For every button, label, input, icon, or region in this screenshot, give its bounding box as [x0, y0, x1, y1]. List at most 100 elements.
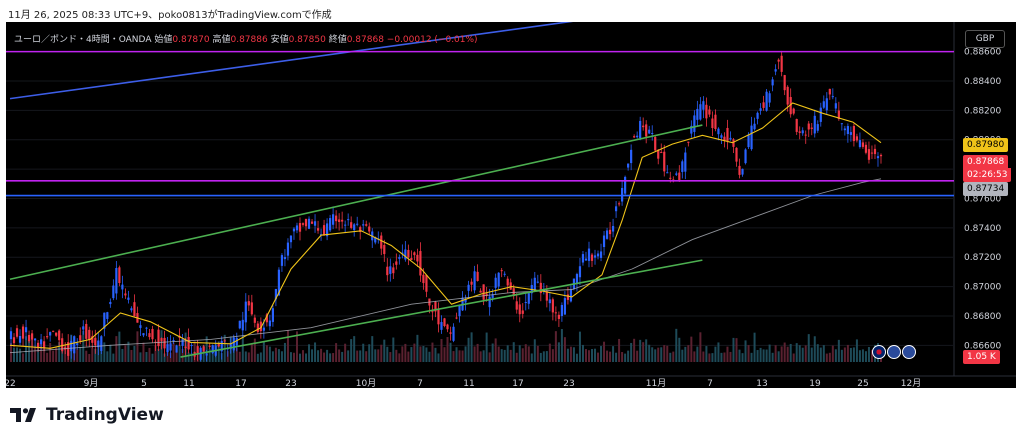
x-tick-label: 25 — [857, 379, 868, 388]
candle-body — [846, 126, 849, 135]
volume-bar — [858, 350, 861, 362]
candle-body — [169, 343, 172, 351]
candle-body — [536, 281, 539, 283]
candle-body — [666, 172, 669, 174]
candle-body — [386, 266, 389, 276]
volume-bar — [386, 346, 389, 362]
candle-body — [52, 330, 55, 332]
green-trend-line — [180, 259, 703, 358]
x-tick-label: 9月 — [84, 378, 99, 388]
volume-bar — [624, 353, 627, 362]
volume-bar — [795, 343, 798, 362]
y-tick-label: 0.87200 — [964, 253, 1001, 263]
candle-body — [864, 144, 868, 153]
y-tick-label: 0.87000 — [964, 283, 1001, 293]
candle-body — [362, 224, 365, 226]
candle-body — [416, 254, 419, 262]
volume-bar — [852, 347, 855, 362]
volume-bar — [428, 351, 431, 362]
candle-body — [301, 223, 305, 225]
volume-bar — [494, 338, 497, 362]
volume-bar — [256, 353, 259, 362]
volume-bar — [121, 348, 124, 362]
volume-bar — [485, 332, 488, 362]
volume-bar — [205, 336, 208, 362]
volume-bar — [434, 347, 437, 362]
candle-body — [223, 340, 226, 342]
candle-body — [322, 225, 326, 235]
candle-body — [467, 284, 470, 291]
candle-body — [533, 277, 536, 291]
volume-bar — [768, 344, 771, 362]
candle-body — [356, 223, 359, 225]
currency-button[interactable]: GBP — [965, 30, 1005, 48]
volume-bar — [621, 352, 624, 362]
volume-bar — [636, 350, 639, 362]
candle-body — [654, 137, 657, 151]
volume-bar — [627, 350, 630, 362]
flag-icons[interactable] — [872, 345, 916, 359]
candle-body — [61, 338, 64, 352]
candle-body — [876, 156, 880, 159]
volume-bar — [175, 345, 178, 362]
volume-bar — [419, 346, 422, 362]
candle-body — [768, 93, 771, 103]
price-chart[interactable]: 0.86600 0.86800 0.87000 0.87200 0.87400 0.876… — [6, 22, 1016, 388]
eu-flag-icon-2[interactable] — [902, 345, 916, 359]
candle-body — [843, 128, 846, 131]
candle-body — [413, 252, 416, 256]
candle-body — [335, 215, 338, 222]
candle-body — [759, 108, 762, 111]
candle-body — [12, 337, 16, 344]
candle-body — [256, 323, 259, 332]
volume-bar — [840, 349, 843, 362]
volume-bar — [798, 345, 801, 362]
uk-flag-icon[interactable] — [872, 345, 886, 359]
yellow-moving-average — [9, 102, 882, 349]
volume-bar — [687, 345, 690, 362]
volume-bar — [383, 339, 386, 362]
volume-bar — [124, 345, 127, 362]
volume-bar — [139, 352, 142, 362]
volume-bar — [190, 353, 193, 362]
candle-body — [265, 314, 268, 323]
x-tick-label: 11 — [463, 379, 474, 388]
volume-bar — [13, 347, 16, 362]
volume-bar — [238, 351, 241, 362]
candle-body — [157, 329, 160, 347]
volume-bar — [374, 349, 377, 362]
candle-body — [696, 108, 699, 120]
volume-bar — [774, 345, 777, 362]
volume-bar — [392, 337, 395, 362]
volume-bar — [265, 345, 268, 362]
candle-body — [325, 223, 329, 237]
volume-bar — [76, 349, 79, 362]
candle-body — [792, 108, 795, 114]
x-tick-label: 19 — [809, 379, 821, 388]
candle-body — [295, 225, 299, 231]
volume-bar — [521, 348, 524, 362]
volume-bar — [16, 347, 19, 362]
volume-bar — [735, 338, 738, 362]
candle-body — [452, 326, 455, 341]
candle-body — [289, 235, 293, 243]
volume-bar — [584, 349, 587, 362]
volume-bar — [241, 335, 244, 362]
candle-body — [705, 104, 708, 119]
volume-bar — [217, 341, 220, 362]
candle-body — [464, 298, 467, 303]
eu-flag-icon[interactable] — [887, 345, 901, 359]
volume-bar — [813, 336, 816, 362]
volume-bar — [479, 351, 482, 362]
tradingview-wordmark: TradingView — [46, 405, 164, 425]
candle-body — [494, 277, 497, 288]
candle-body — [831, 96, 834, 98]
volume-bar — [34, 346, 37, 362]
volume-bar — [311, 349, 314, 362]
volume-bar — [247, 352, 250, 362]
candle-body — [596, 253, 600, 257]
candle-body — [365, 224, 368, 226]
candle-body — [392, 267, 395, 274]
chart-panel[interactable]: 0.86600 0.86800 0.87000 0.87200 0.87400 0.876… — [6, 22, 1016, 388]
candle-body — [774, 69, 777, 72]
